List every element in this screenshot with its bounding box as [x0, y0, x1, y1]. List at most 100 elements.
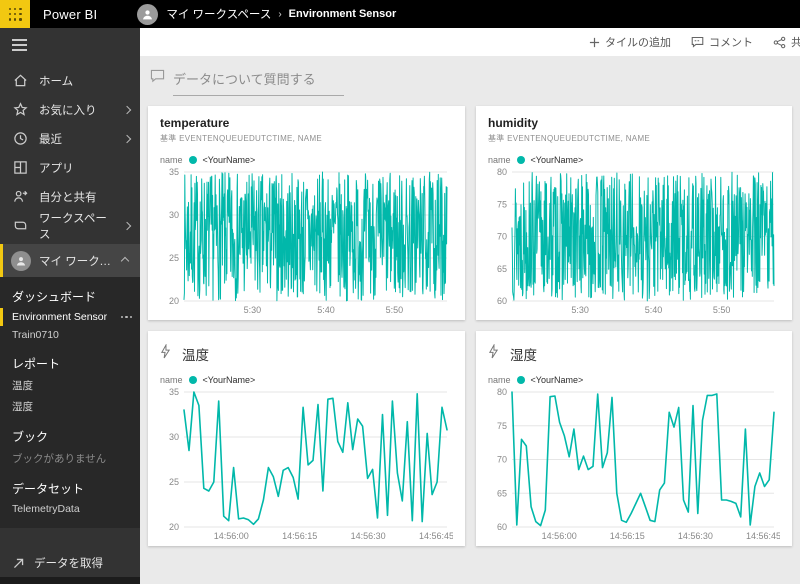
- dataset-item-telemetrydata[interactable]: TelemetryData: [0, 500, 140, 518]
- legend: name <YourName>: [488, 375, 780, 385]
- sidebar-item-apps[interactable]: アプリ: [0, 153, 140, 182]
- sidebar: ホーム お気に入り 最近 アプリ: [0, 28, 140, 584]
- tile-subtitle: 基準 EVENTENQUEUEDUTCTIME, NAME: [160, 134, 323, 143]
- svg-text:35: 35: [169, 387, 179, 397]
- lightning-bolt-icon: [488, 343, 499, 364]
- tile-title: temperature: [160, 116, 230, 130]
- comment-bubble-icon: [691, 37, 704, 48]
- breadcrumb: マイ ワークスペース › Environment Sensor: [137, 3, 397, 25]
- report-item-label: 湿度: [12, 401, 33, 413]
- my-workspace-label: マイ ワークスペース: [39, 255, 114, 268]
- sidebar-item-label: ホーム: [39, 75, 74, 88]
- comment-button[interactable]: コメント: [691, 34, 753, 50]
- svg-text:80: 80: [497, 387, 507, 397]
- tile-humidity[interactable]: humidity 基準 EVENTENQUEUEDUTCTIME, NAME n…: [476, 106, 792, 320]
- add-tile-label: タイルの追加: [605, 37, 671, 49]
- tile-temperature[interactable]: temperature 基準 EVENTENQUEUEDUTCTIME, NAM…: [148, 106, 465, 320]
- dashboard-item-label: Environment Sensor: [12, 311, 108, 323]
- tile-shitsudo-realtime[interactable]: 湿度 name <YourName> 60 65 70 75 80 14:56:00 14:…: [476, 331, 792, 546]
- legend-field: name: [488, 375, 511, 385]
- share-button[interactable]: 共有: [773, 34, 800, 50]
- workbooks-empty-label: ブックがありません: [12, 453, 107, 465]
- sidebar-item-workspaces[interactable]: ワークスペース: [0, 211, 140, 241]
- breadcrumb-workspace[interactable]: マイ ワークスペース: [166, 9, 272, 21]
- sidebar-item-home[interactable]: ホーム: [0, 66, 140, 95]
- home-icon: [12, 73, 28, 89]
- apps-grid-icon: [12, 160, 28, 176]
- breadcrumb-separator: ›: [278, 8, 282, 20]
- add-tile-button[interactable]: タイルの追加: [589, 34, 671, 50]
- svg-text:25: 25: [169, 477, 179, 487]
- sidebar-spacer: [0, 528, 140, 549]
- lightning-bolt-icon: [160, 343, 171, 364]
- svg-text:20: 20: [169, 296, 179, 306]
- dashboard-item-train0710[interactable]: Train0710: [0, 326, 140, 344]
- svg-text:65: 65: [497, 488, 507, 498]
- legend-value: <YourName>: [202, 375, 256, 385]
- qa-ask-question[interactable]: データについて質問する: [150, 69, 792, 96]
- chevron-up-icon: [120, 256, 130, 265]
- powerbi-logo[interactable]: Power BI: [43, 6, 98, 22]
- tile-grid: temperature 基準 EVENTENQUEUEDUTCTIME, NAM…: [148, 106, 792, 546]
- workspace-icon: [12, 218, 28, 234]
- report-item-temperature[interactable]: 温度: [0, 375, 140, 396]
- sidebar-item-recent[interactable]: 最近: [0, 124, 140, 153]
- workspace-content-list: ダッシュボード Environment Sensor Train0710 レポー…: [0, 277, 140, 528]
- section-header-dashboards: ダッシュボード: [12, 290, 97, 304]
- get-data-button[interactable]: データを取得: [0, 549, 140, 577]
- share-icon: [773, 36, 786, 48]
- section-header-workbooks: ブック: [12, 430, 49, 444]
- svg-text:75: 75: [497, 199, 507, 209]
- share-label: 共有: [791, 37, 800, 49]
- sidebar-item-shared-with-me[interactable]: 自分と共有: [0, 182, 140, 211]
- svg-text:60: 60: [497, 296, 507, 306]
- top-bar: Power BI マイ ワークスペース › Environment Sensor: [0, 0, 800, 28]
- legend: name <YourName>: [160, 375, 453, 385]
- chevron-right-icon: [122, 134, 132, 143]
- svg-text:5:50: 5:50: [713, 305, 731, 315]
- report-item-humidity[interactable]: 湿度: [0, 396, 140, 417]
- dashboard-canvas: データについて質問する temperature 基準 EVENTENQUEUED…: [140, 56, 800, 546]
- svg-text:75: 75: [497, 421, 507, 431]
- sidebar-item-label: 自分と共有: [39, 191, 97, 204]
- shitsudo-line-chart[interactable]: 60 65 70 75 80 14:56:00 14:56:15 14:56:30 14:56:…: [488, 387, 781, 542]
- legend-field: name: [160, 155, 183, 165]
- svg-text:5:40: 5:40: [317, 305, 335, 315]
- comment-label: コメント: [709, 37, 753, 49]
- legend-field: name: [160, 375, 183, 385]
- get-data-label: データを取得: [34, 558, 103, 570]
- svg-text:30: 30: [169, 210, 179, 220]
- breadcrumb-dashboard[interactable]: Environment Sensor: [288, 8, 397, 20]
- svg-text:5:40: 5:40: [645, 305, 663, 315]
- section-header-reports: レポート: [12, 357, 61, 371]
- temperature-line-chart[interactable]: 20 25 30 35 5:30 5:40 5:50: [160, 167, 453, 316]
- app-launcher-button[interactable]: [0, 0, 30, 28]
- dashboard-item-environment-sensor[interactable]: Environment Sensor: [0, 308, 140, 326]
- sidebar-item-label: お気に入り: [39, 104, 97, 117]
- workspace-avatar-icon[interactable]: [137, 3, 159, 25]
- sidebar-footer: [0, 577, 140, 584]
- tile-ondo-realtime[interactable]: 温度 name <YourName> 20 25 30 35 14:56:00 14:56…: [148, 331, 465, 546]
- chart-plot-area: 60 65 70 75 80 14:56:00 14:56:15 14:56:30 14:56:…: [497, 387, 781, 541]
- ondo-line-chart[interactable]: 20 25 30 35 14:56:00 14:56:15 14:56:30 14:56:45: [160, 387, 454, 542]
- tile-title: 湿度: [510, 348, 537, 363]
- more-options-icon[interactable]: [119, 314, 135, 321]
- svg-text:70: 70: [497, 455, 507, 465]
- clock-icon: [12, 131, 28, 147]
- legend-field: name: [488, 155, 511, 165]
- sidebar-item-label: 最近: [39, 133, 62, 146]
- section-header-datasets: データセット: [12, 482, 85, 496]
- sidebar-item-my-workspace[interactable]: マイ ワークスペース: [0, 244, 140, 277]
- svg-text:80: 80: [497, 167, 507, 177]
- tile-subtitle: 基準 EVENTENQUEUEDUTCTIME, NAME: [488, 134, 651, 143]
- svg-text:14:56:00: 14:56:00: [542, 531, 577, 541]
- sidebar-item-label: アプリ: [39, 162, 74, 175]
- sidebar-item-favorites[interactable]: お気に入り: [0, 95, 140, 124]
- hamburger-menu-button[interactable]: [0, 28, 140, 62]
- legend-dot-icon: [188, 376, 197, 384]
- star-icon: [12, 102, 28, 118]
- chart-plot-area: 60 65 70 75 80 5:30 5:40 5:50: [497, 167, 775, 315]
- diagonal-arrow-icon: [13, 558, 24, 568]
- svg-text:60: 60: [497, 522, 507, 532]
- humidity-line-chart[interactable]: 60 65 70 75 80 5:30 5:40 5:50: [488, 167, 780, 316]
